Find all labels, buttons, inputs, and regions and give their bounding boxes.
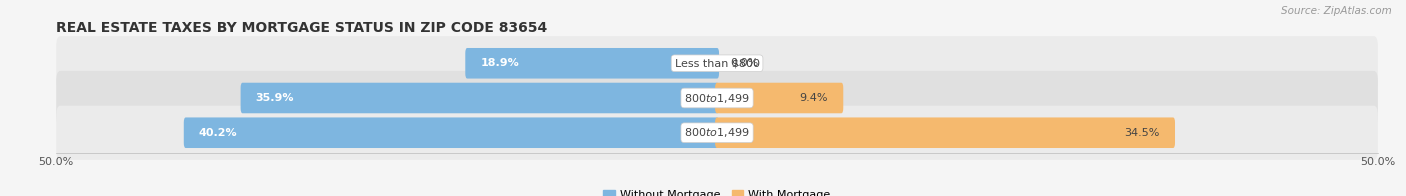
FancyBboxPatch shape (716, 117, 1175, 148)
Text: 9.4%: 9.4% (800, 93, 828, 103)
Legend: Without Mortgage, With Mortgage: Without Mortgage, With Mortgage (599, 185, 835, 196)
Text: $800 to $1,499: $800 to $1,499 (685, 92, 749, 104)
Text: Less than $800: Less than $800 (675, 58, 759, 68)
Text: 40.2%: 40.2% (200, 128, 238, 138)
FancyBboxPatch shape (465, 48, 718, 79)
Text: REAL ESTATE TAXES BY MORTGAGE STATUS IN ZIP CODE 83654: REAL ESTATE TAXES BY MORTGAGE STATUS IN … (56, 21, 547, 35)
Text: 34.5%: 34.5% (1125, 128, 1160, 138)
FancyBboxPatch shape (56, 106, 1378, 160)
Text: 35.9%: 35.9% (256, 93, 294, 103)
FancyBboxPatch shape (184, 117, 718, 148)
Text: Source: ZipAtlas.com: Source: ZipAtlas.com (1281, 6, 1392, 16)
FancyBboxPatch shape (56, 71, 1378, 125)
FancyBboxPatch shape (56, 36, 1378, 90)
Text: 18.9%: 18.9% (481, 58, 519, 68)
Text: $800 to $1,499: $800 to $1,499 (685, 126, 749, 139)
FancyBboxPatch shape (240, 83, 718, 113)
Text: 0.0%: 0.0% (730, 58, 758, 68)
FancyBboxPatch shape (716, 83, 844, 113)
